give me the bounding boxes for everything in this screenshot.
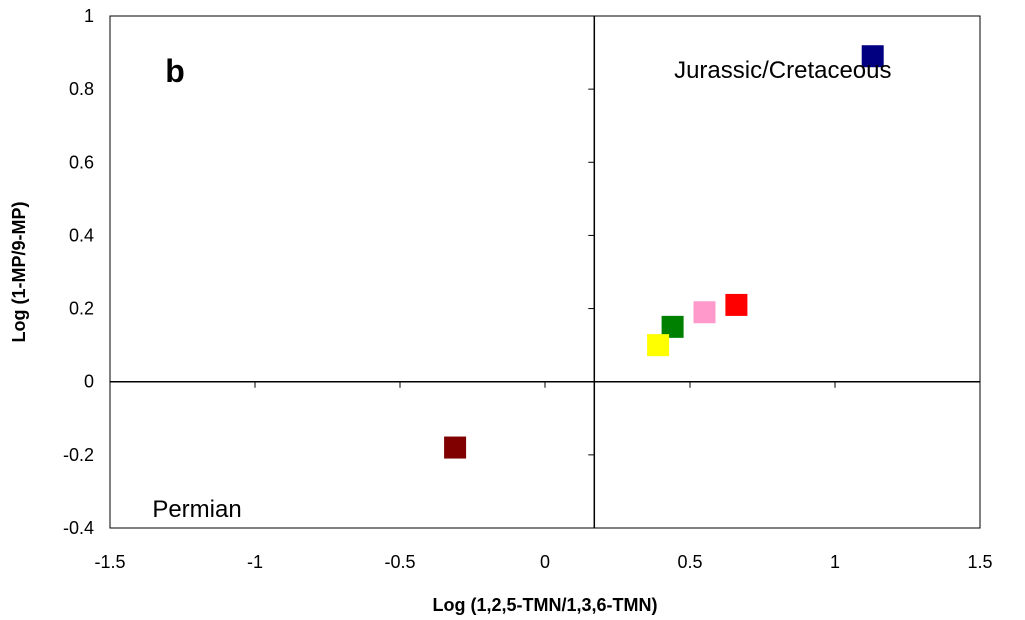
x-tick-label: 1 [830, 552, 840, 572]
annotation-text: Jurassic/Cretaceous [674, 57, 891, 84]
y-tick-label: -0.2 [63, 445, 94, 465]
x-tick-label: 0 [540, 552, 550, 572]
labels-layer: Jurassic/Cretaceous Permian b Log (1,2,5-TM… [9, 53, 892, 615]
y-tick-label: 0.6 [69, 152, 94, 172]
y-tick-label: -0.4 [63, 518, 94, 538]
ticks-layer: -1.5 -1 -0.5 0 0.5 1 1.5 -0.4 -0.2 0 0.2 0.4 0.6 0.8 1 [63, 6, 993, 572]
x-axis-title: Log (1,2,5-TMN/1,3,6-TMN) [432, 595, 657, 615]
data-point [693, 301, 716, 324]
points-layer [444, 45, 884, 459]
y-tick-label: 1 [84, 6, 94, 26]
x-tick-label: -1 [247, 552, 263, 572]
y-tick-label: 0 [84, 372, 94, 392]
data-point [861, 45, 884, 68]
x-tick-label: 0.5 [677, 552, 702, 572]
panel-label: b [165, 53, 185, 89]
y-tick-label: 0.8 [69, 79, 94, 99]
x-tick-label: -1.5 [94, 552, 125, 572]
y-axis-title: Log (1-MP/9-MP) [9, 202, 29, 343]
data-point [444, 436, 467, 459]
plot-frame [109, 15, 981, 529]
x-tick-label: -0.5 [384, 552, 415, 572]
data-point [661, 315, 684, 338]
axes-layer [109, 15, 981, 529]
annotation-text: Permian [152, 496, 241, 523]
data-point [647, 334, 670, 357]
data-point [725, 293, 748, 316]
y-tick-label: 0.2 [69, 299, 94, 319]
y-tick-label: 0.4 [69, 225, 94, 245]
x-tick-label: 1.5 [967, 552, 992, 572]
